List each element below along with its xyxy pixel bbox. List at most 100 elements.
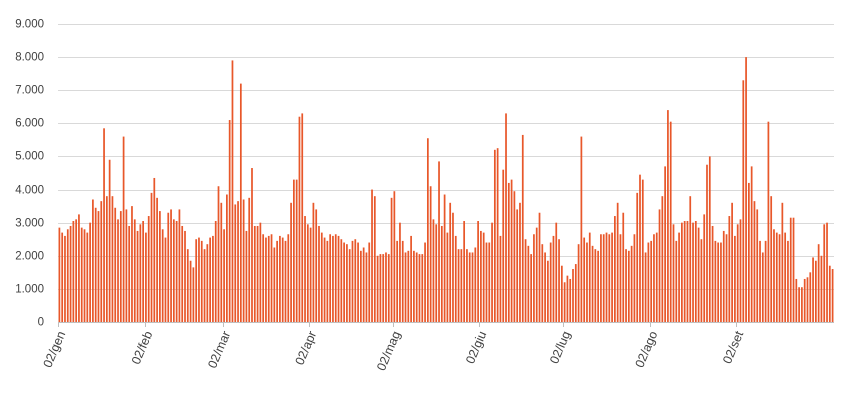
bar (164, 237, 167, 322)
bar (125, 209, 128, 322)
bar (231, 60, 234, 323)
bar (181, 225, 184, 322)
bar (145, 232, 147, 322)
y-tick-label: 4.000 (15, 185, 44, 197)
bar (318, 225, 320, 322)
bar (728, 216, 731, 322)
bar (560, 265, 563, 322)
bar (745, 57, 747, 323)
bar (432, 219, 435, 322)
y-tick-label: 0 (38, 317, 44, 329)
bar (446, 232, 449, 322)
bar (315, 209, 318, 322)
y-axis-labels: 0 1.000 2.000 3.000 4.000 5.000 6.000 7.000 8.00… (15, 19, 44, 329)
bar (217, 186, 220, 322)
bar (178, 209, 181, 322)
bar (750, 166, 753, 322)
bar (332, 235, 334, 322)
bar (156, 197, 158, 322)
bar (94, 207, 97, 322)
bar (795, 278, 798, 322)
bar (672, 224, 675, 322)
bar (385, 252, 387, 322)
bar (608, 234, 611, 322)
bar (175, 221, 178, 322)
bar (64, 235, 66, 322)
bar (594, 249, 597, 322)
bar (644, 252, 647, 322)
bar (533, 234, 535, 322)
bar (354, 239, 357, 322)
bar (150, 192, 153, 322)
bar (334, 234, 337, 322)
bar (826, 222, 828, 322)
bar (443, 194, 446, 322)
bar (58, 227, 61, 322)
bar (203, 249, 206, 322)
bar (499, 235, 502, 322)
y-tick-label: 7.000 (15, 85, 44, 97)
bar (655, 232, 658, 322)
bar (293, 179, 295, 322)
y-tick-label: 6.000 (15, 118, 44, 130)
bar (513, 191, 516, 322)
bar (418, 254, 421, 322)
x-tick-label: 02/gen (40, 329, 68, 370)
bar (371, 189, 373, 322)
bar (669, 121, 672, 323)
y-tick-label: 2.000 (15, 251, 44, 263)
bar (198, 237, 200, 322)
bar (641, 179, 644, 322)
bar (664, 166, 666, 322)
bar (301, 113, 304, 323)
bar (114, 207, 117, 322)
bar (61, 232, 64, 322)
bar (80, 227, 83, 322)
bar (237, 201, 239, 322)
bar (357, 242, 359, 322)
bar (602, 234, 605, 322)
bar (393, 191, 396, 322)
bar (351, 240, 354, 322)
bar (379, 254, 382, 322)
bar (820, 255, 823, 322)
bar (320, 232, 323, 322)
bar (770, 196, 773, 322)
bar (580, 136, 583, 322)
bar (675, 240, 678, 322)
bar (276, 240, 278, 322)
bar-series (58, 57, 834, 323)
bar (781, 202, 784, 322)
x-tick-label: 02/giu (463, 329, 489, 366)
bar (390, 197, 393, 322)
bar (306, 224, 309, 322)
bar (742, 80, 745, 322)
bar (619, 234, 622, 322)
bar (605, 232, 608, 322)
bar (142, 221, 144, 322)
bar (89, 222, 91, 322)
bar (496, 148, 499, 322)
bar (541, 244, 544, 322)
x-tick-label: 02/lug (547, 329, 573, 366)
bar (343, 242, 345, 322)
x-tick-label: 02/ago (632, 329, 660, 370)
bar (789, 217, 792, 322)
bar (480, 230, 482, 322)
bar (410, 235, 412, 322)
bar (697, 227, 700, 322)
bar (823, 224, 826, 322)
bar (767, 121, 770, 323)
bar (245, 230, 248, 322)
bar (265, 237, 267, 322)
bar (298, 116, 301, 323)
bar (622, 212, 625, 322)
bar (773, 229, 775, 322)
x-tick-label: 02/mag (374, 329, 403, 373)
bar (209, 237, 211, 322)
bar (722, 230, 725, 322)
bar (477, 221, 479, 322)
bar (647, 242, 650, 322)
bar (530, 254, 532, 322)
bar (577, 244, 580, 322)
